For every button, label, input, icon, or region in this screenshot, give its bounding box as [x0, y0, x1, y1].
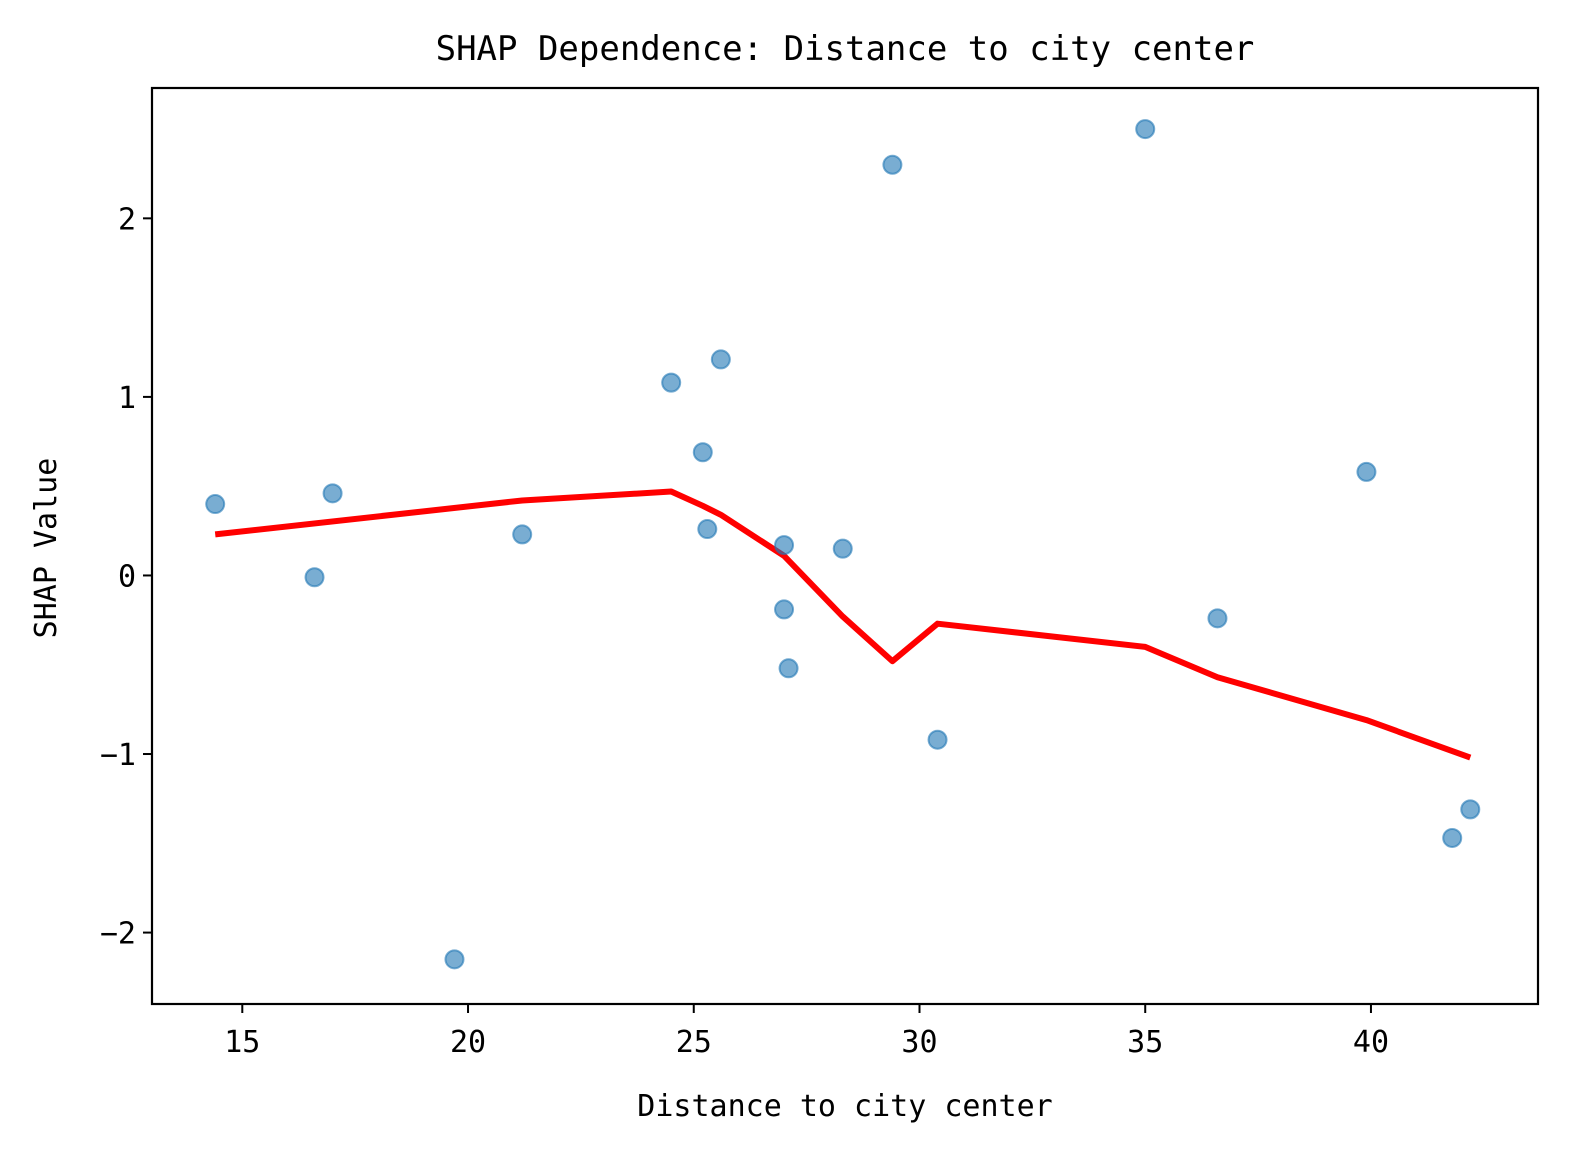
y-tick-label: 0 — [118, 559, 136, 594]
y-axis-ticks: −2 −1 0 1 2 — [100, 202, 152, 952]
data-point — [661, 372, 682, 393]
data-point — [205, 494, 226, 515]
data-point — [1135, 119, 1156, 140]
data-point — [774, 535, 795, 556]
x-tick-label: 35 — [1127, 1025, 1163, 1060]
data-point — [832, 538, 853, 559]
chart-title: SHAP Dependence: Distance to city center — [436, 29, 1255, 69]
trend-line-layer — [214, 488, 1472, 761]
data-point — [1356, 461, 1377, 482]
data-point — [444, 949, 465, 970]
x-tick-label: 20 — [450, 1025, 486, 1060]
data-point — [1207, 608, 1228, 629]
data-point — [710, 349, 731, 370]
data-point — [774, 599, 795, 620]
x-axis-ticks: 15 20 25 30 35 40 — [224, 1004, 1389, 1060]
trend-line — [214, 488, 1472, 761]
x-tick-label: 30 — [901, 1025, 937, 1060]
data-point — [322, 483, 343, 504]
x-tick-label: 40 — [1353, 1025, 1389, 1060]
data-point — [697, 519, 718, 540]
y-tick-label: 2 — [118, 202, 136, 237]
plot-frame — [150, 86, 1540, 1006]
x-tick-label: 15 — [224, 1025, 260, 1060]
data-point — [512, 524, 533, 545]
data-point — [692, 442, 713, 463]
data-point — [304, 567, 325, 588]
x-axis-label: Distance to city center — [637, 1089, 1052, 1124]
y-axis-label: SHAP Value — [29, 458, 64, 639]
data-point-layer — [205, 119, 1481, 970]
y-tick-label: −2 — [100, 917, 136, 952]
y-tick-label: 1 — [118, 381, 136, 416]
data-point — [1460, 799, 1481, 820]
data-point — [927, 729, 948, 750]
data-point — [778, 658, 799, 679]
data-point — [882, 154, 903, 175]
x-tick-label: 25 — [676, 1025, 712, 1060]
data-point — [1442, 827, 1463, 848]
y-tick-label: −1 — [100, 738, 136, 773]
